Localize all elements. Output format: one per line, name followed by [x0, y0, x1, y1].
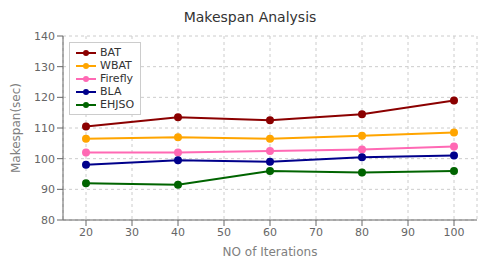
svg-text:110: 110 [34, 122, 55, 135]
html-text:BLA: BLA [100, 85, 122, 98]
svg-text:50: 50 [217, 226, 231, 239]
svg-text:Makespan(sec): Makespan(sec) [9, 83, 23, 173]
svg-text:90: 90 [41, 183, 55, 196]
svg-text:120: 120 [34, 91, 55, 104]
svg-text:40: 40 [171, 226, 185, 239]
html-text:WBAT: WBAT [100, 59, 132, 72]
html-text:Firefly: Firefly [100, 72, 134, 85]
svg-text:60: 60 [263, 226, 277, 239]
svg-text:NO of Iterations: NO of Iterations [223, 245, 318, 259]
html-text:EHJSO: EHJSO [100, 98, 135, 111]
svg-text:100: 100 [444, 226, 465, 239]
svg-text:20: 20 [79, 226, 93, 239]
svg-text:130: 130 [34, 61, 55, 74]
svg-text:70: 70 [309, 226, 323, 239]
svg-text:80: 80 [355, 226, 369, 239]
svg-text:100: 100 [34, 153, 55, 166]
svg-text:80: 80 [41, 214, 55, 227]
svg-text:30: 30 [125, 226, 139, 239]
html-text:Makespan Analysis: Makespan Analysis [183, 9, 317, 25]
html-text:BAT: BAT [100, 46, 121, 59]
svg-text:90: 90 [401, 226, 415, 239]
svg-text:140: 140 [34, 30, 55, 43]
